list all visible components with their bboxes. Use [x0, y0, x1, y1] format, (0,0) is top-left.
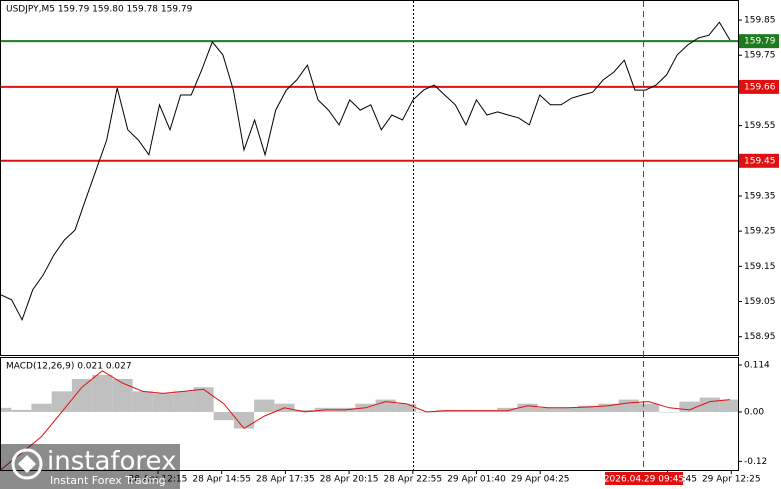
histogram-bar — [578, 405, 599, 412]
watermark-text: instaforex — [47, 447, 176, 477]
histogram-bar — [517, 403, 538, 412]
x-tick-label: 28 Apr 20:15 — [320, 475, 379, 485]
histogram-bar — [112, 379, 133, 412]
signal-line — [1, 370, 731, 470]
crosshair-label-bg — [605, 472, 683, 485]
level-label-bg — [739, 34, 779, 49]
chart-header: USDJPY,M5 159.79 159.80 159.78 159.79 — [6, 5, 193, 15]
level-label: 159.66 — [744, 82, 776, 92]
histogram-bar — [1, 407, 12, 412]
histogram-bar — [213, 411, 234, 421]
histogram-bar — [11, 409, 32, 412]
histogram-bar — [173, 391, 194, 412]
histogram-bar — [132, 391, 153, 412]
histogram-bar — [638, 403, 660, 412]
histogram-bar — [659, 411, 680, 413]
macd-header: MACD(12,26,9) 0.021 0.027 — [6, 362, 132, 372]
histogram-bar — [557, 407, 579, 412]
watermark-subtitle: Instant Forex Trading — [50, 474, 166, 487]
y-tick-label: 0.114 — [744, 361, 770, 371]
histogram-bar — [71, 379, 93, 412]
main-panel — [0, 0, 739, 356]
level-label-bg — [739, 153, 779, 168]
watermark-logo-inner — [18, 455, 36, 473]
x-tick-label: 29 Apr 01:40 — [447, 475, 506, 485]
y-tick-label: -0.12 — [744, 457, 767, 467]
level-label: 159.45 — [744, 156, 776, 166]
x-tick-label: 29 Apr 12:25 — [702, 475, 761, 485]
histogram-bar — [618, 399, 639, 412]
histogram-bar — [395, 403, 417, 412]
watermark: instaforex Instant Forex Trading — [0, 444, 180, 489]
x-tick-label: 28 Apr 14:55 — [192, 475, 251, 485]
histogram-bar — [679, 401, 700, 412]
y-tick-label: 0.00 — [744, 407, 764, 417]
histogram-bar — [294, 409, 315, 412]
level-label-bg — [739, 79, 779, 94]
macd-panel — [0, 357, 739, 471]
y-tick-label: 158.95 — [744, 332, 776, 342]
histogram-bar — [254, 399, 275, 412]
x-tick-label: 28 Apr 17:35 — [256, 475, 315, 485]
y-tick-label: 159.85 — [744, 16, 776, 26]
x-tick-label: 28 Apr 22:55 — [383, 475, 442, 485]
y-tick-label: 159.15 — [744, 262, 776, 272]
y-tick-label: 159.75 — [744, 51, 776, 61]
histogram-bar — [598, 403, 619, 412]
histogram-bar — [31, 403, 52, 412]
histogram-bar — [233, 411, 255, 429]
histogram-bar — [537, 407, 558, 412]
histogram-bar — [51, 391, 72, 412]
histogram-bar — [719, 399, 738, 412]
histogram-bar — [92, 374, 113, 412]
histogram-bar — [152, 393, 174, 412]
histogram-bar — [497, 407, 518, 412]
y-tick-label: 159.25 — [744, 227, 776, 237]
histogram-bar — [193, 387, 214, 412]
price-line — [1, 21, 731, 322]
crosshair-label: 2026.04.29 09:45 — [604, 475, 684, 485]
x-tick-label: 28 Apr 12:15 — [129, 475, 188, 485]
watermark-logo — [11, 448, 43, 480]
y-tick-label: 159.55 — [744, 121, 776, 131]
level-label: 159.79 — [744, 37, 776, 47]
y-tick-label: 159.05 — [744, 297, 776, 307]
x-tick-label: 29 Apr 04:25 — [511, 475, 570, 485]
y-tick-label: 159.35 — [744, 191, 776, 201]
